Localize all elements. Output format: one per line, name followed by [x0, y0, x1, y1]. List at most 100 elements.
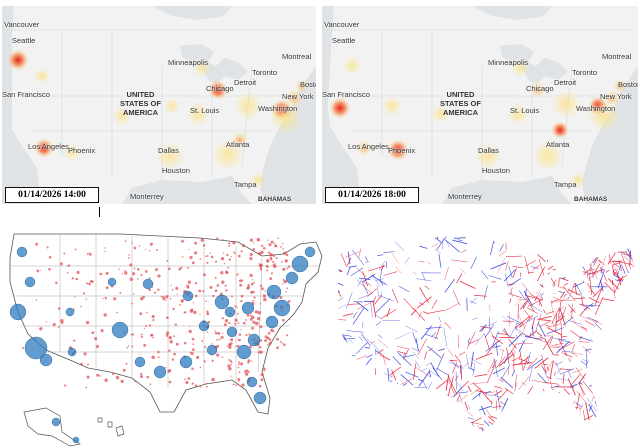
hudson-bay-edge [152, 6, 232, 20]
network-edge [493, 358, 498, 378]
network-edge [505, 236, 507, 250]
network-edge [596, 353, 601, 358]
red-county-dot [252, 320, 256, 324]
network-edge [470, 387, 482, 395]
network-edge [557, 338, 572, 344]
blue-metro-bubble [285, 271, 299, 285]
network-edge [395, 332, 411, 340]
network-edge [579, 409, 581, 414]
red-county-dot [206, 385, 208, 388]
network-edge [617, 264, 621, 277]
network-edge [493, 345, 501, 348]
network-edge [411, 410, 420, 414]
network-edge [338, 397, 339, 403]
network-edge [555, 342, 564, 346]
red-county-dot [188, 248, 190, 251]
network-edge [338, 304, 347, 313]
red-county-dot [284, 259, 288, 263]
network-edge [509, 298, 512, 304]
red-county-dot [85, 386, 88, 389]
network-edge [597, 236, 606, 241]
red-county-dot [118, 268, 120, 271]
network-edge [555, 361, 561, 375]
red-county-dot [264, 339, 267, 343]
pacific-coast [322, 6, 362, 204]
network-edge [525, 236, 544, 239]
network-edge [338, 297, 344, 304]
network-edge [373, 296, 377, 302]
red-county-dot [66, 271, 69, 274]
network-edge [565, 254, 584, 262]
network-edge [612, 274, 620, 279]
network-edge [492, 405, 503, 408]
network-edge [515, 328, 532, 339]
network-edge [452, 239, 468, 245]
network-edge [620, 252, 628, 271]
red-county-dot [283, 251, 287, 255]
network-edge [505, 273, 509, 288]
city-label-san-francisco: San Francisco [322, 90, 370, 99]
text-cursor [99, 207, 100, 217]
heat-pnw [343, 57, 361, 75]
heat-boston [613, 79, 627, 93]
red-county-dot [240, 294, 244, 298]
heat-nevada [382, 96, 402, 116]
network-edge [422, 380, 430, 395]
blue-metro-bubble [247, 333, 261, 347]
network-edge [508, 338, 517, 349]
country-label-usa: UNITED STATES OF AMERICA [120, 90, 161, 117]
network-edge [387, 428, 397, 434]
network-edge [436, 379, 449, 390]
network-edge [602, 282, 604, 288]
network-edge [338, 319, 347, 321]
network-edge [524, 335, 542, 340]
network-edge [527, 357, 538, 368]
red-county-dot [237, 366, 240, 369]
network-edge [588, 291, 595, 293]
network-edge [398, 285, 410, 293]
network-edge [459, 280, 476, 289]
network-edge [469, 382, 489, 385]
network-edge [428, 407, 440, 415]
red-county-dot [146, 311, 148, 314]
red-county-dot [191, 382, 194, 385]
blue-metro-bubble [291, 255, 309, 273]
network-edge [624, 331, 627, 337]
red-county-dot [233, 251, 235, 253]
heat-boston [295, 79, 309, 93]
network-edge [450, 376, 454, 388]
network-edge [355, 413, 359, 421]
network-edge [451, 259, 468, 263]
red-county-dot [209, 252, 212, 254]
city-label-washington: Washington [258, 104, 298, 113]
city-label-detroit: Detroit [234, 78, 257, 87]
network-edge [427, 345, 442, 358]
red-county-dot [221, 317, 224, 320]
red-county-dot [246, 313, 250, 317]
network-edge [347, 303, 361, 305]
network-edge [389, 366, 402, 376]
red-county-dot [139, 375, 144, 379]
heat-ohio [552, 90, 580, 118]
city-label-boston: Boston [618, 80, 638, 89]
red-county-dot [52, 323, 56, 327]
network-edge [533, 391, 547, 403]
red-county-dot [245, 333, 248, 337]
red-county-dot [202, 273, 206, 277]
timestamp-label: 01/14/2026 14:00 [5, 187, 99, 203]
network-edge [586, 316, 599, 323]
network-edge [539, 321, 551, 327]
network-edge [365, 434, 371, 436]
network-edge [524, 408, 529, 418]
red-county-dot [137, 278, 139, 280]
red-county-dot [104, 296, 108, 300]
red-county-dot [273, 242, 276, 245]
red-county-dot [165, 295, 169, 299]
network-edge [440, 417, 448, 428]
red-county-dot [116, 311, 118, 314]
network-edge [551, 344, 563, 348]
network-edge [435, 417, 440, 434]
red-county-dot [192, 261, 194, 263]
red-county-dot [157, 350, 160, 354]
network-edge [415, 338, 420, 352]
